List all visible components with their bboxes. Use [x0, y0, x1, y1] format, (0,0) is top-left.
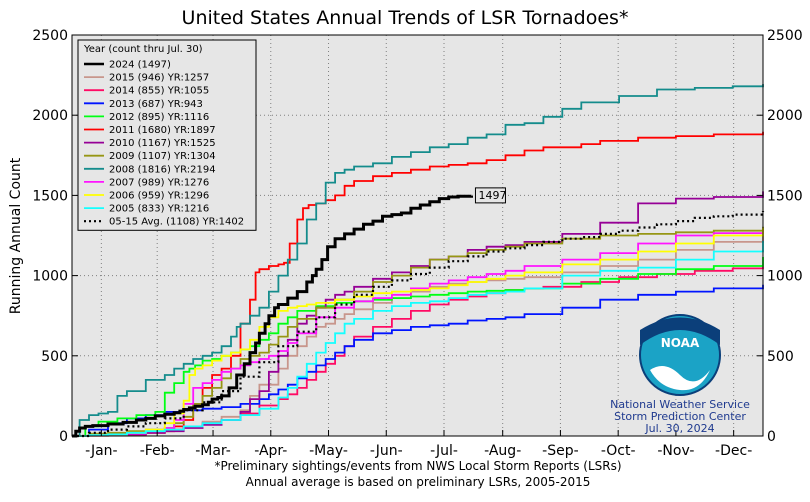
plot-frame: [71, 34, 764, 437]
x-tick-label: -Aug-: [484, 443, 521, 459]
y-tick-label-left: 0: [59, 429, 68, 445]
y-tick-label-left: 2500: [32, 28, 68, 44]
y-tick-label-right: 1000: [767, 269, 803, 285]
x-tick-label: -Jun-: [370, 443, 403, 459]
legend-entry-label: 2010 (1167) YR:1525: [109, 138, 216, 149]
noaa-logo-bird: [640, 317, 720, 345]
x-tick-label: -Mar-: [195, 443, 231, 459]
y-tick-label-left: 1000: [32, 269, 68, 285]
footnote-average: Annual average is based on preliminary L…: [246, 475, 591, 489]
x-tick-label: -Feb-: [140, 443, 175, 459]
legend-box: [77, 39, 257, 231]
logo-line-date: Jul. 30, 2024: [644, 422, 714, 435]
x-tick-label: -Apr-: [254, 443, 287, 459]
x-tick-label: -Dec-: [715, 443, 752, 459]
legend-entry-label: 2006 (959) YR:1296: [109, 191, 209, 202]
legend-entry-label: 2024 (1497): [109, 60, 171, 71]
y-tick-label-right: 0: [767, 429, 776, 445]
y-tick-label-right: 2500: [767, 28, 803, 44]
chart-title: United States Annual Trends of LSR Torna…: [182, 7, 629, 29]
series-line: [72, 84, 764, 437]
series-line: [72, 131, 764, 437]
y-axis-label: Running Annual Count: [8, 157, 24, 314]
logo-line-spc: Storm Prediction Center: [614, 410, 746, 423]
y-tick-label-right: 1500: [767, 188, 803, 204]
y-tick-label-left: 500: [41, 349, 68, 365]
axis-layer: 0 0 500 500 1000 1000 1500 1500 2000 2000 2500 2500…: [32, 28, 802, 459]
legend-title: Year (count thru Jul. 30): [83, 44, 203, 55]
series-line: [72, 228, 764, 437]
series-line: [72, 226, 764, 437]
legend-entry-label: 2013 (687) YR:943: [109, 99, 203, 110]
noaa-logo: NOAA National Weather Service Storm Pred…: [610, 314, 750, 435]
noaa-logo-wave: [650, 366, 710, 391]
legend-entry-label: 2008 (1816) YR:2194: [109, 164, 216, 175]
series-line: [72, 241, 764, 437]
series-line: [72, 231, 764, 437]
noaa-logo-label: NOAA: [661, 336, 700, 350]
legend-entry-label: 2009 (1107) YR:1304: [109, 151, 216, 162]
legend-entry-label: 05-15 Avg. (1108) YR:1402: [109, 217, 244, 228]
legend-entry-label: 2005 (833) YR:1216: [109, 204, 209, 215]
legend-entry-label: 2014 (855) YR:1055: [109, 86, 209, 97]
x-tick-label: -Jul-: [430, 443, 458, 459]
y-tick-label-right: 2000: [767, 108, 803, 124]
x-tick-label: -Sep-: [542, 443, 579, 459]
y-tick-label-left: 2000: [32, 108, 68, 124]
series-line: [72, 194, 473, 438]
legend: Year (count thru Jul. 30) 2024 (1497) 2015…: [77, 39, 257, 231]
x-tick-label: -May-: [309, 443, 348, 459]
legend-entry-label: 2012 (895) YR:1116: [109, 112, 209, 123]
y-tick-label-right: 500: [767, 349, 794, 365]
legend-entry-label: 2011 (1680) YR:1897: [109, 125, 216, 136]
footnote-lsr: *Preliminary sightings/events from NWS L…: [214, 459, 621, 473]
series-layer: [72, 84, 765, 438]
annotation-text: 1497: [478, 189, 506, 202]
series-line: [72, 211, 765, 438]
value-annotation: 1497: [474, 187, 506, 204]
legend-entry-label: 2015 (946) YR:1257: [109, 73, 209, 84]
x-tick-label: -Jan-: [85, 443, 117, 459]
logo-line-nws: National Weather Service: [610, 398, 750, 411]
annotation-box: [474, 187, 506, 204]
x-tick-label: -Oct-: [601, 443, 636, 459]
legend-entry-label: 2007 (989) YR:1276: [109, 177, 209, 188]
x-tick-label: -Nov-: [657, 443, 694, 459]
y-tick-label-left: 1500: [32, 188, 68, 204]
